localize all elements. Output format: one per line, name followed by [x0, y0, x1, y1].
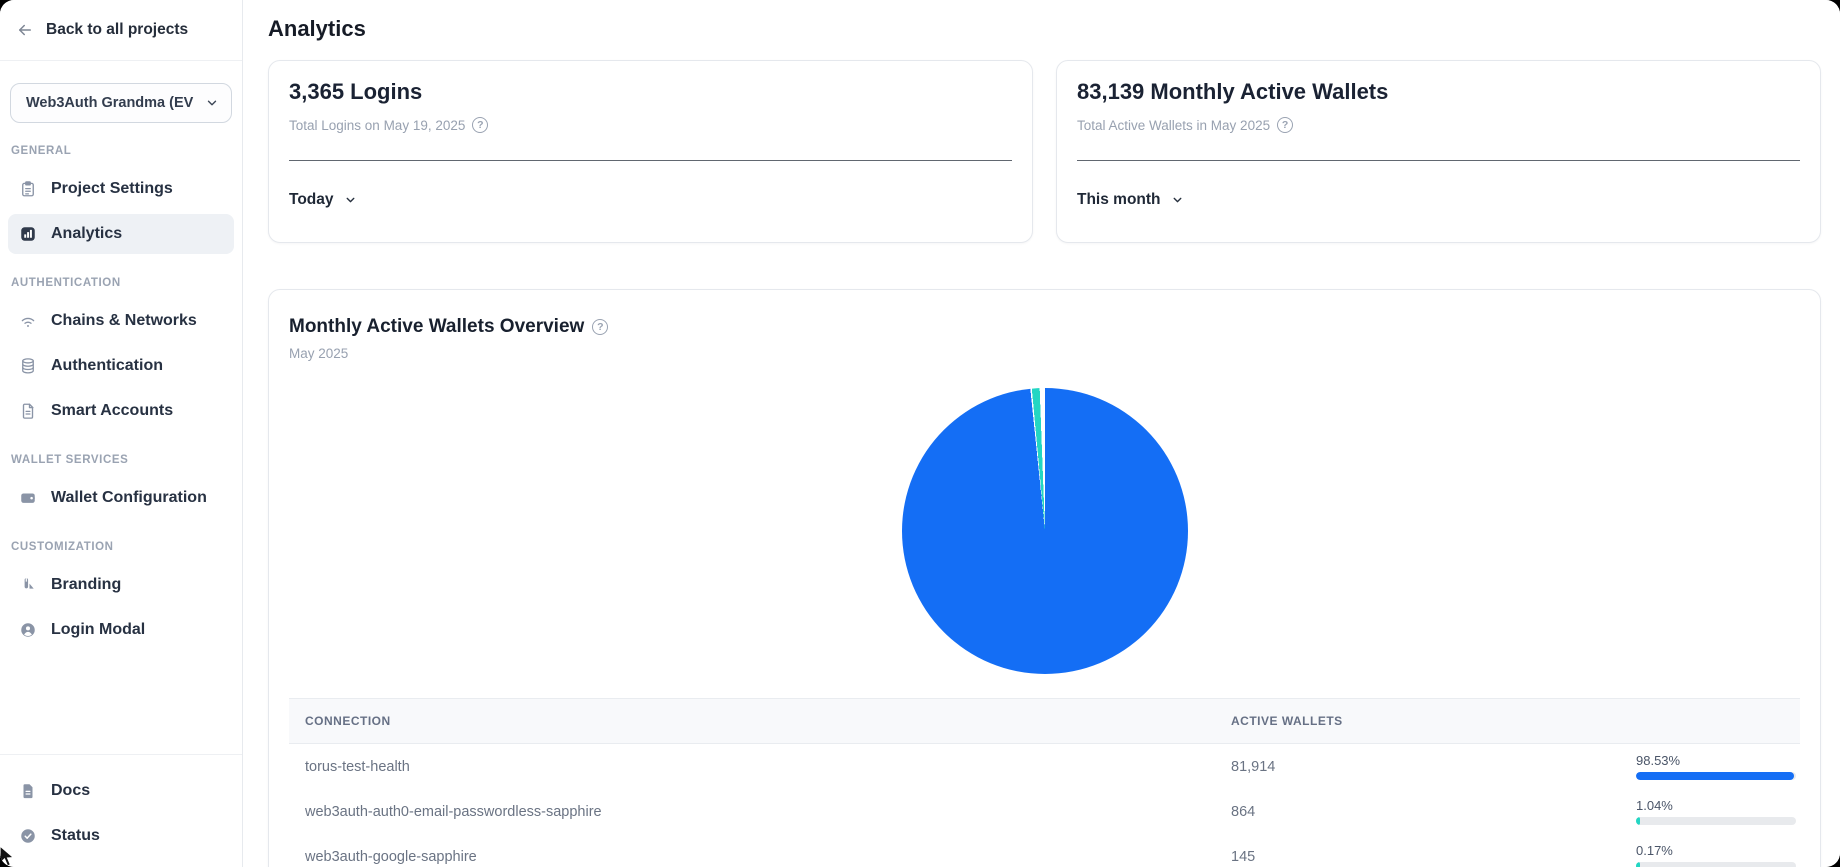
- page-title: Analytics: [268, 16, 366, 41]
- sidebar-item-smart-accounts[interactable]: Smart Accounts: [8, 391, 234, 431]
- help-icon[interactable]: ?: [592, 319, 609, 335]
- chevron-down-icon: [344, 191, 357, 209]
- sidebar-item-status[interactable]: Status: [8, 816, 234, 856]
- sidebar-item-label: Branding: [51, 576, 122, 593]
- sidebar: Back to all projects Web3Auth Grandma (E…: [0, 0, 243, 867]
- file-icon: [19, 402, 37, 420]
- bar-chart-icon: [19, 225, 37, 243]
- sidebar-item-authentication[interactable]: Authentication: [8, 346, 234, 386]
- col-header-active-wallets: ACTIVE WALLETS: [1231, 714, 1343, 728]
- clipboard-icon: [19, 180, 37, 198]
- active-wallets-subtitle: Total Active Wallets in May 2025: [1077, 117, 1271, 133]
- logins-value: 3,365 Logins: [289, 79, 423, 104]
- brush-icon: [19, 576, 37, 594]
- main-content: Analytics 3,365 Logins Total Logins on M…: [243, 0, 1840, 867]
- table-row: web3auth-google-sapphire 145 0.17%: [289, 834, 1800, 867]
- document-icon: [19, 782, 37, 800]
- arrow-left-icon: [16, 21, 34, 39]
- chart-axis-line: [1077, 160, 1800, 161]
- active-wallets-count: 864: [1231, 803, 1256, 820]
- table-row: torus-test-health 81,914 98.53%: [289, 744, 1800, 789]
- sidebar-item-docs[interactable]: Docs: [8, 771, 234, 811]
- sidebar-item-label: Docs: [51, 782, 91, 799]
- logins-range-select[interactable]: Today: [289, 191, 357, 209]
- sidebar-item-label: Wallet Configuration: [51, 489, 207, 506]
- col-header-connection: CONNECTION: [305, 714, 391, 728]
- sidebar-item-label: Project Settings: [51, 180, 173, 197]
- active-wallets-count: 145: [1231, 848, 1256, 865]
- sidebar-item-project-settings[interactable]: Project Settings: [8, 169, 234, 209]
- section-label-wallet-services: WALLET SERVICES: [11, 454, 129, 466]
- logins-stat-card: 3,365 Logins Total Logins on May 19, 202…: [268, 60, 1033, 243]
- percent-bar: [1636, 772, 1796, 780]
- connection-name: web3auth-google-sapphire: [305, 848, 477, 865]
- project-selector-value: Web3Auth Grandma (EV: [26, 95, 194, 111]
- sidebar-item-label: Chains & Networks: [51, 312, 197, 329]
- sidebar-item-wallet-configuration[interactable]: Wallet Configuration: [8, 478, 234, 518]
- database-icon: [19, 357, 37, 375]
- connection-name: web3auth-auth0-email-passwordless-sapphi…: [305, 803, 602, 820]
- active-wallets-stat-card: 83,139 Monthly Active Wallets Total Acti…: [1056, 60, 1821, 243]
- sidebar-item-label: Login Modal: [51, 621, 146, 638]
- active-wallets-count: 81,914: [1231, 758, 1276, 775]
- percent-label: 1.04%: [1636, 798, 1673, 813]
- percent-label: 98.53%: [1636, 753, 1681, 768]
- sidebar-item-chains-networks[interactable]: Chains & Networks: [8, 301, 234, 341]
- overview-subtitle: May 2025: [289, 346, 349, 361]
- table-header-row: CONNECTION ACTIVE WALLETS: [289, 698, 1800, 744]
- section-label-authentication: AUTHENTICATION: [11, 277, 121, 289]
- sidebar-item-label: Status: [51, 827, 100, 844]
- wifi-icon: [19, 312, 37, 330]
- user-circle-icon: [19, 621, 37, 639]
- table-row: web3auth-auth0-email-passwordless-sapphi…: [289, 789, 1800, 834]
- logins-subtitle: Total Logins on May 19, 2025: [289, 117, 466, 133]
- percent-bar: [1636, 817, 1796, 825]
- sidebar-item-login-modal[interactable]: Login Modal: [8, 610, 234, 650]
- project-selector[interactable]: Web3Auth Grandma (EV: [10, 83, 232, 123]
- wallet-icon: [19, 489, 37, 507]
- active-wallets-pie-chart: [901, 388, 1188, 674]
- check-circle-icon: [19, 827, 37, 845]
- connections-table: CONNECTION ACTIVE WALLETS torus-test-hea…: [289, 698, 1800, 867]
- wallets-overview-card: Monthly Active Wallets Overview ? May 20…: [268, 289, 1821, 867]
- sidebar-item-label: Smart Accounts: [51, 402, 174, 419]
- section-label-general: GENERAL: [11, 145, 72, 157]
- sidebar-item-analytics[interactable]: Analytics: [8, 214, 234, 254]
- back-to-projects-link[interactable]: Back to all projects: [0, 0, 242, 61]
- range-label: This month: [1077, 191, 1161, 208]
- active-wallets-range-select[interactable]: This month: [1077, 191, 1184, 209]
- back-to-projects-label: Back to all projects: [46, 21, 189, 38]
- connection-name: torus-test-health: [305, 758, 410, 775]
- percent-bar: [1636, 862, 1796, 867]
- mouse-cursor: [0, 845, 16, 867]
- chart-axis-line: [289, 160, 1012, 161]
- sidebar-item-label: Authentication: [51, 357, 163, 374]
- percent-label: 0.17%: [1636, 843, 1673, 858]
- overview-title: Monthly Active Wallets Overview: [289, 316, 585, 337]
- help-icon[interactable]: ?: [472, 117, 489, 133]
- help-icon[interactable]: ?: [1277, 117, 1294, 133]
- section-label-customization: CUSTOMIZATION: [11, 541, 114, 553]
- chevron-down-icon: [205, 94, 219, 112]
- active-wallets-value: 83,139 Monthly Active Wallets: [1077, 79, 1389, 104]
- chevron-down-icon: [1171, 191, 1184, 209]
- range-label: Today: [289, 191, 334, 208]
- sidebar-item-label: Analytics: [51, 225, 123, 242]
- sidebar-item-branding[interactable]: Branding: [8, 565, 234, 605]
